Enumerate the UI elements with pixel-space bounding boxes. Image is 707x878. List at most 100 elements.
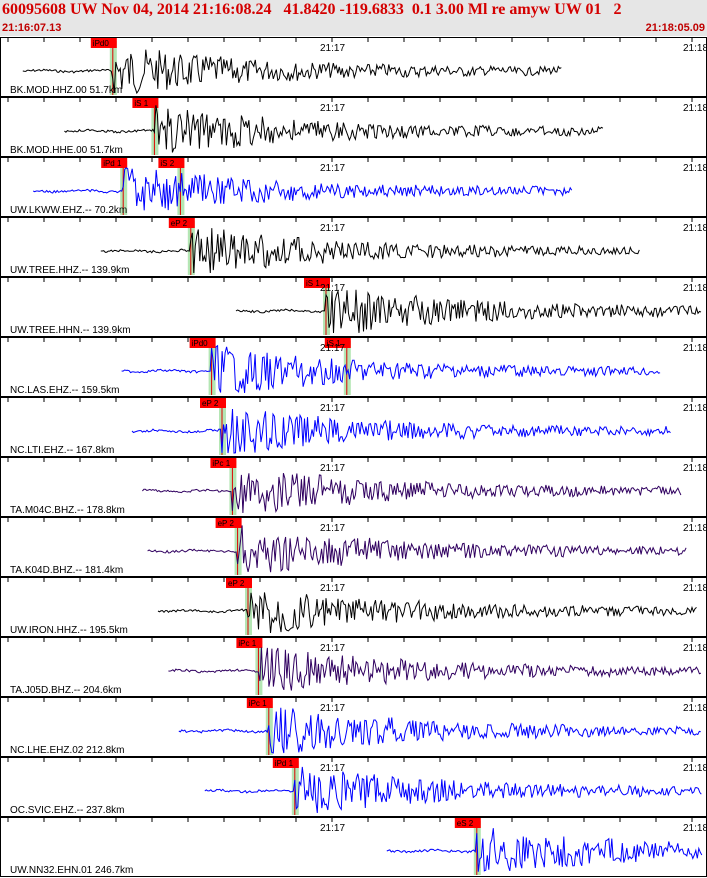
minute-label: 21:17: [320, 103, 345, 114]
minute-label: 21:18: [683, 403, 707, 414]
minute-label: 21:17: [320, 403, 345, 414]
window-start-time: 21:16:07.13: [2, 22, 62, 34]
row-frame: [0, 517, 707, 577]
channel-row[interactable]: iS 1 21:17 21:18 BK.MOD.HHE.00 51.7km: [0, 97, 707, 157]
pick-box[interactable]: [158, 158, 185, 168]
pick-box[interactable]: [246, 698, 273, 708]
station-label: OC.SVIC.EHZ.-- 237.8km: [10, 805, 124, 816]
row-frame: [0, 817, 707, 877]
pick-box[interactable]: [324, 338, 351, 348]
pick-box[interactable]: [454, 818, 481, 828]
minute-label: 21:17: [320, 703, 345, 714]
window-end-time: 21:18:05.09: [645, 22, 705, 34]
waveform-trace: [386, 828, 703, 872]
minute-label: 21:17: [320, 583, 345, 594]
pick-box[interactable]: [200, 398, 226, 408]
pick-box[interactable]: [236, 638, 263, 648]
channel-row[interactable]: iPd0 iS 121:17 21:18 NC.LAS.EHZ.-- 159.5km: [0, 337, 707, 397]
row-frame: [0, 577, 707, 637]
pick-label: iPc 1: [249, 699, 267, 708]
minute-label: 21:18: [683, 823, 707, 834]
pick-label: eP 2: [228, 579, 245, 588]
pick-box[interactable]: [304, 278, 330, 288]
minute-label: 21:17: [320, 643, 345, 654]
waveform-trace: [100, 228, 640, 274]
minute-label: 21:18: [683, 223, 707, 234]
pick-label: eS 2: [457, 819, 474, 828]
waveform-trace: [204, 766, 702, 814]
station-label: NC.LHE.EHZ.02 212.8km: [10, 745, 125, 756]
row-frame: [0, 277, 707, 337]
pick-label: iS 2: [160, 159, 174, 168]
pick-label: iPc 1: [238, 639, 256, 648]
pick-label: iPd 1: [275, 759, 294, 768]
pick-box[interactable]: [210, 458, 237, 468]
channel-row[interactable]: eS 2 21:17 21:18 UW.NN32.EHN.01 246.7km: [0, 817, 707, 877]
waveform-trace: [147, 525, 687, 573]
waveform-trace: [121, 344, 661, 394]
station-label: TA.J05D.BHZ.-- 204.6km: [10, 685, 122, 696]
minute-label: 21:17: [320, 43, 345, 54]
station-label: UW.LKWW.EHZ.-- 70.2km: [10, 205, 127, 216]
pick-label: iPd0: [93, 39, 110, 48]
channel-row[interactable]: eP 2 21:17 21:18 NC.LTI.EHZ.-- 167.8km: [0, 397, 707, 457]
channel-row[interactable]: iS 1 21:17 21:18 UW.TREE.HHN.-- 139.9km: [0, 277, 707, 337]
pick-box[interactable]: [189, 338, 216, 348]
minute-label: 21:18: [683, 643, 707, 654]
pick-label: iS 1: [134, 99, 148, 108]
row-frame: [0, 697, 707, 757]
minute-label: 21:17: [320, 343, 345, 354]
channel-row[interactable]: eP 2 21:17 21:18 UW.IRON.HHZ.-- 195.5km: [0, 577, 707, 637]
row-frame: [0, 37, 707, 97]
waveform-trace: [168, 647, 702, 691]
channel-row[interactable]: iPc 1 21:17 21:18 TA.J05D.BHZ.-- 204.6km: [0, 637, 707, 697]
pick-box[interactable]: [215, 518, 242, 528]
event-header: 60095608 UW Nov 04, 2014 21:16:08.24 41.…: [0, 0, 707, 36]
pick-label: eP 2: [202, 399, 219, 408]
pick-label: eP 2: [218, 519, 235, 528]
pick-box[interactable]: [101, 158, 128, 168]
pick-label: iS 1: [327, 339, 341, 348]
event-title: 60095608 UW Nov 04, 2014 21:16:08.24 41.…: [2, 1, 622, 18]
channel-row[interactable]: iPc 1 21:17 21:18 TA.M04C.BHZ.-- 178.8km: [0, 457, 707, 517]
station-label: BK.MOD.HHZ.00 51.7km: [10, 85, 122, 96]
pick-box[interactable]: [272, 758, 299, 768]
station-label: TA.M04C.BHZ.-- 178.8km: [10, 505, 125, 516]
row-frame: [0, 337, 707, 397]
row-frame: [0, 457, 707, 517]
channel-row[interactable]: iPc 1 21:17 21:18 NC.LHE.EHZ.02 212.8km: [0, 697, 707, 757]
minute-label: 21:18: [683, 283, 707, 294]
minute-label: 21:18: [683, 763, 707, 774]
channel-row[interactable]: eP 2 21:17 21:18 UW.TREE.HHZ.-- 139.9km: [0, 217, 707, 277]
pick-box[interactable]: [132, 98, 159, 108]
minute-label: 21:18: [683, 43, 707, 54]
station-label: TA.K04D.BHZ.-- 181.4km: [10, 565, 123, 576]
pick-label: iPd 1: [103, 159, 122, 168]
waveform-trace: [32, 167, 573, 211]
waveform-trace: [178, 707, 701, 754]
waveform-trace: [235, 289, 702, 334]
pick-label: eP 2: [171, 219, 188, 228]
pick-box[interactable]: [168, 218, 195, 228]
minute-label: 21:17: [320, 823, 345, 834]
channel-row[interactable]: iPd0 21:17 21:18 BK.MOD.HHZ.00 51.7km: [0, 37, 707, 97]
waveform-trace: [131, 408, 671, 454]
station-label: NC.LTI.EHZ.-- 167.8km: [10, 445, 114, 456]
minute-label: 21:18: [683, 703, 707, 714]
pick-box[interactable]: [90, 38, 117, 48]
minute-label: 21:17: [320, 763, 345, 774]
channel-row[interactable]: iPd 1 21:17 21:18 OC.SVIC.EHZ.-- 237.8km: [0, 757, 707, 817]
pick-label: iPc 1: [212, 459, 230, 468]
minute-label: 21:18: [683, 463, 707, 474]
pick-box[interactable]: [226, 578, 252, 588]
minute-label: 21:17: [320, 283, 345, 294]
station-label: UW.TREE.HHZ.-- 139.9km: [10, 265, 129, 276]
minute-label: 21:17: [320, 163, 345, 174]
channel-row[interactable]: eP 2 21:17 21:18 TA.K04D.BHZ.-- 181.4km: [0, 517, 707, 577]
minute-label: 21:18: [683, 523, 707, 534]
minute-label: 21:17: [320, 223, 345, 234]
channel-row[interactable]: iPd 1 iS 2 21:17 21:18 UW.LKWW.EHZ.-- 70.2km: [0, 157, 707, 217]
station-label: UW.IRON.HHZ.-- 195.5km: [10, 625, 128, 636]
